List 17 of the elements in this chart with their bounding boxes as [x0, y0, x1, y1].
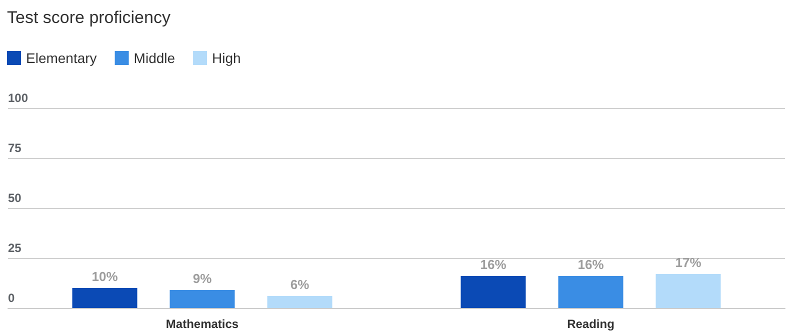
legend-label: High	[212, 50, 241, 66]
y-tick-label: 75	[8, 141, 22, 155]
data-label: 6%	[290, 277, 310, 292]
y-tick-label: 50	[8, 191, 22, 205]
data-label: 10%	[92, 269, 118, 284]
legend-label: Elementary	[26, 50, 97, 66]
x-tick-label: Mathematics	[166, 317, 239, 331]
chart-title: Test score proficiency	[7, 8, 171, 27]
data-label: 16%	[480, 257, 507, 272]
y-tick-label: 25	[8, 241, 22, 255]
data-label: 16%	[578, 257, 604, 272]
data-label: 17%	[675, 255, 702, 270]
x-tick-label: Reading	[567, 317, 614, 331]
y-tick-label: 100	[8, 91, 28, 105]
y-tick-label: 0	[8, 291, 15, 305]
legend-label: Middle	[134, 50, 176, 66]
data-label: 9%	[192, 271, 212, 286]
